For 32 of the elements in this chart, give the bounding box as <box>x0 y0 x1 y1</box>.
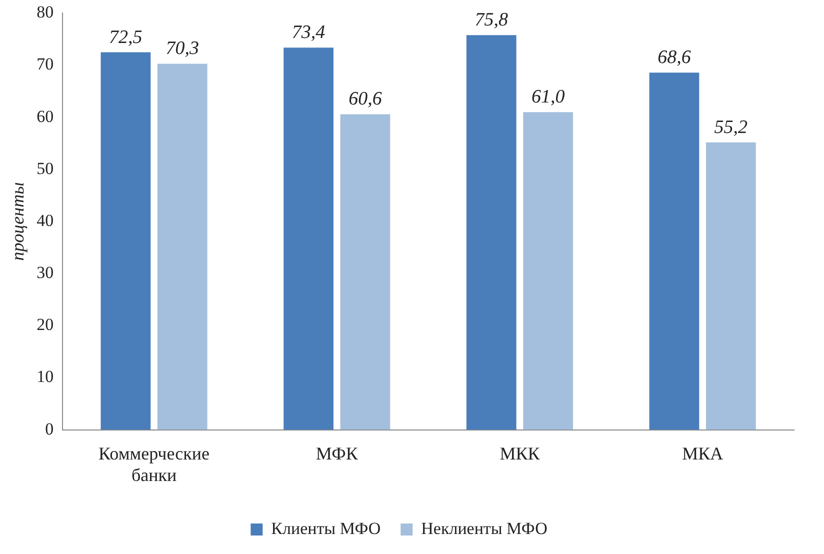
x-tick-label: МКА <box>682 443 724 464</box>
x-tick-label: Коммерческие банки <box>98 443 210 485</box>
legend-label: Неклиенты МФО <box>421 518 548 538</box>
bar <box>649 72 700 430</box>
bar <box>100 52 151 430</box>
bar <box>706 142 756 430</box>
y-tick-label: 10 <box>36 367 54 386</box>
x-tick-label: МКК <box>500 443 541 464</box>
data-label: 72,5 <box>109 26 142 48</box>
data-label: 73,4 <box>292 22 326 44</box>
y-tick-label: 60 <box>36 106 54 126</box>
data-label: 70,3 <box>166 38 199 60</box>
y-tick-label: 30 <box>36 263 54 282</box>
y-tick-label: 40 <box>36 210 54 230</box>
y-axis-title: проценты <box>8 182 28 261</box>
y-tick-label: 80 <box>36 2 54 22</box>
data-label: 55,2 <box>714 116 748 138</box>
x-tick-label: МФК <box>316 443 359 464</box>
bar <box>340 114 390 430</box>
bar <box>284 48 334 430</box>
y-tick-label: 50 <box>36 158 54 178</box>
data-label: 68,6 <box>658 47 692 68</box>
data-label: 60,6 <box>348 88 382 110</box>
bar <box>157 64 208 430</box>
data-label: 61,0 <box>531 86 566 108</box>
legend-label: Клиенты МФО <box>271 518 381 538</box>
bar <box>466 35 516 430</box>
data-label: 75,8 <box>474 10 509 31</box>
y-tick-label: 0 <box>45 419 54 438</box>
y-tick-label: 20 <box>36 315 54 334</box>
y-tick-label: 70 <box>36 54 54 74</box>
bar <box>523 112 574 430</box>
